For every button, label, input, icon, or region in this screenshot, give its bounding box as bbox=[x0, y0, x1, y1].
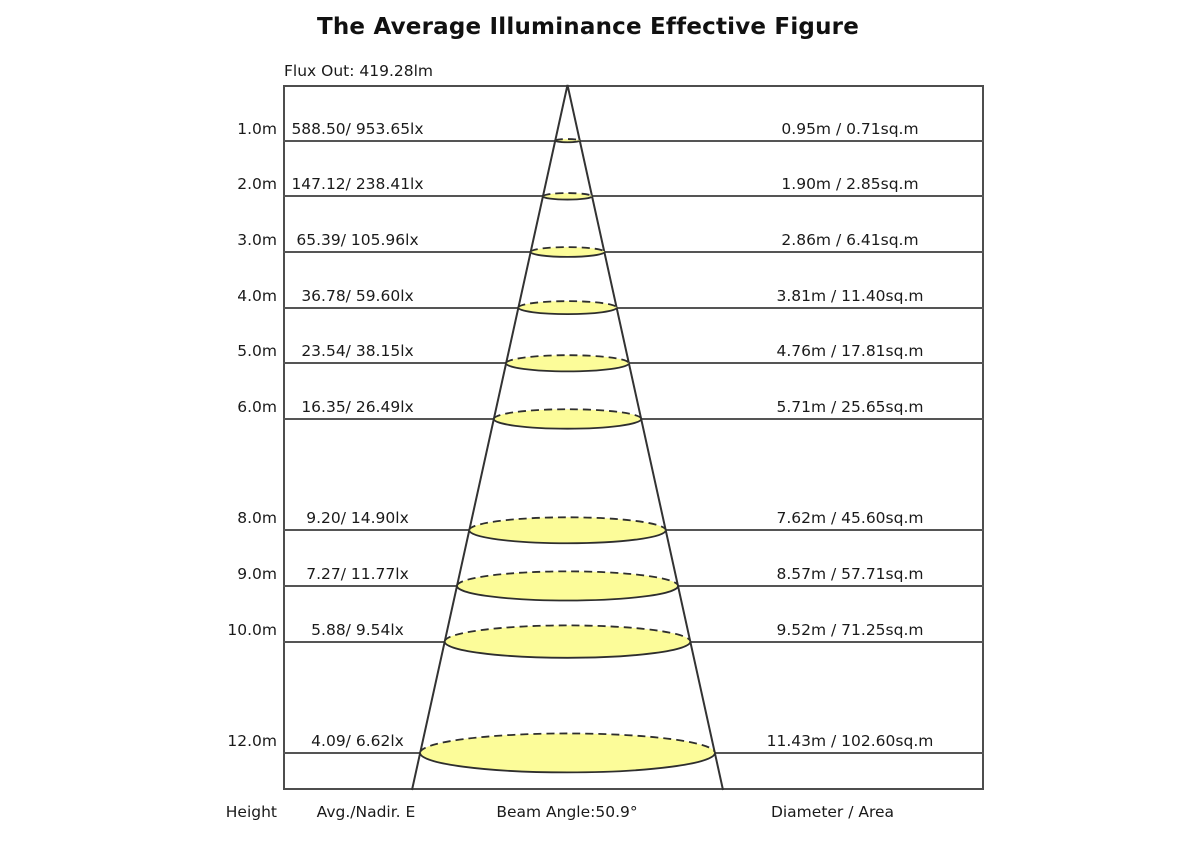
level-line bbox=[283, 250, 984, 253]
avg-nadir-value: 147.12/ 238.41lx bbox=[291, 175, 424, 194]
avg-nadir-value: 23.54/ 38.15lx bbox=[301, 342, 414, 361]
avg-nadir-value: 7.27/ 11.77lx bbox=[306, 564, 409, 583]
footer-beam-angle-label: Beam Angle:50.9° bbox=[496, 803, 638, 821]
height-label: 2.0m bbox=[237, 175, 277, 194]
level-line bbox=[283, 195, 984, 198]
diameter-area-value: 3.81m / 11.40sq.m bbox=[776, 286, 924, 305]
height-label: 9.0m bbox=[237, 564, 277, 583]
diameter-area-value: 8.57m / 57.71sq.m bbox=[776, 564, 924, 583]
avg-nadir-value: 9.20/ 14.90lx bbox=[306, 509, 409, 528]
flux-out-label: Flux Out: 419.28lm bbox=[284, 62, 434, 80]
level-line bbox=[283, 306, 984, 309]
avg-nadir-value: 36.78/ 59.60lx bbox=[301, 286, 414, 305]
height-label: 4.0m bbox=[237, 286, 277, 305]
avg-nadir-value: 588.50/ 953.65lx bbox=[291, 119, 424, 138]
diameter-area-value: 4.76m / 17.81sq.m bbox=[776, 342, 924, 361]
height-label: 12.0m bbox=[227, 731, 277, 750]
diameter-area-value: 7.62m / 45.60sq.m bbox=[776, 509, 924, 528]
avg-nadir-value: 65.39/ 105.96lx bbox=[296, 230, 419, 249]
diameter-area-value: 2.86m / 6.41sq.m bbox=[781, 230, 919, 249]
level-line bbox=[283, 139, 984, 142]
diameter-area-value: 1.90m / 2.85sq.m bbox=[781, 175, 919, 194]
level-line bbox=[283, 362, 984, 365]
footer-avg-nadir-label: Avg./Nadir. E bbox=[316, 803, 416, 821]
level-line bbox=[283, 529, 984, 532]
level-line bbox=[283, 584, 984, 587]
footer-diameter-area-label: Diameter / Area bbox=[770, 803, 895, 821]
height-label: 6.0m bbox=[237, 397, 277, 416]
avg-nadir-value: 4.09/ 6.62lx bbox=[311, 731, 404, 750]
level-line bbox=[283, 417, 984, 420]
height-label: 3.0m bbox=[237, 230, 277, 249]
diameter-area-value: 0.95m / 0.71sq.m bbox=[781, 119, 919, 138]
height-label: 8.0m bbox=[237, 509, 277, 528]
height-label: 1.0m bbox=[237, 119, 277, 138]
diameter-area-value: 11.43m / 102.60sq.m bbox=[766, 731, 934, 750]
height-label: 5.0m bbox=[237, 342, 277, 361]
level-line bbox=[283, 751, 984, 754]
diameter-area-value: 5.71m / 25.65sq.m bbox=[776, 397, 924, 416]
avg-nadir-value: 16.35/ 26.49lx bbox=[301, 397, 414, 416]
level-line bbox=[283, 640, 984, 643]
avg-nadir-value: 5.88/ 9.54lx bbox=[311, 620, 404, 639]
footer-height-label: Height bbox=[225, 803, 277, 821]
diameter-area-value: 9.52m / 71.25sq.m bbox=[776, 620, 924, 639]
figure-title: The Average Illuminance Effective Figure bbox=[316, 14, 860, 40]
height-label: 10.0m bbox=[227, 620, 277, 639]
